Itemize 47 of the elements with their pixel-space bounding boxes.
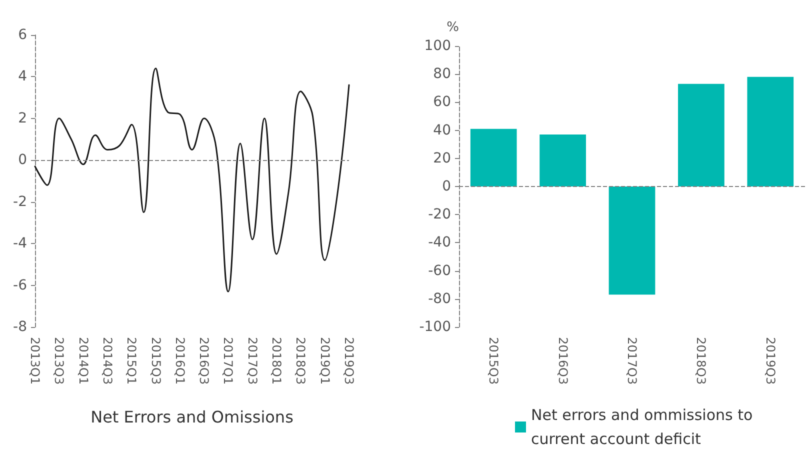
x-tick-label: 2016Q3 (556, 337, 570, 385)
bar (747, 76, 794, 186)
x-tick-label: 2019Q3 (763, 337, 778, 385)
y-tick-label: 20 (433, 150, 451, 166)
x-tick-label: 2017Q3 (245, 337, 260, 385)
y-tick-label: 0 (442, 178, 451, 194)
y-tick-label: -40 (428, 234, 451, 251)
x-tick-label: 2019Q3 (342, 337, 356, 385)
bar (608, 186, 656, 295)
x-tick-label: 2013Q3 (52, 337, 66, 385)
x-tick-label: 2018Q3 (294, 337, 308, 385)
y-tick-label: 80 (433, 66, 451, 82)
bar (678, 84, 724, 186)
x-tick-label: 2015Q3 (148, 337, 163, 385)
y-tick-label: -60 (428, 262, 451, 279)
y-tick-label: 4 (18, 68, 28, 85)
y-tick-label: 60 (433, 94, 451, 110)
x-tick-label: 2016Q3 (197, 337, 212, 385)
y-tick-label: 100 (424, 38, 451, 54)
x-tick-label: 2015Q1 (124, 337, 139, 385)
line-series (34, 68, 350, 292)
x-tick-label: 2018Q3 (694, 337, 708, 385)
y-tick-label: -80 (428, 290, 451, 307)
legend-label: Net errors and ommissions to current account deficit (531, 406, 758, 448)
x-tick-label: 2018Q1 (270, 337, 284, 385)
x-tick-label: 2017Q3 (625, 337, 639, 385)
y-tick-label: 40 (433, 122, 451, 138)
x-tick-label: 2017Q1 (221, 337, 236, 385)
y-tick-label: 6 (18, 27, 28, 43)
y-tick-label: -20 (428, 206, 451, 223)
y-tick-label: -100 (419, 319, 451, 335)
y-axis-title: % (446, 20, 459, 35)
x-tick-label: 2014Q1 (76, 337, 90, 385)
y-tick-label: 0 (18, 152, 27, 168)
x-tick-label: 2013Q1 (28, 337, 42, 385)
x-tick-label: 2014Q3 (100, 337, 114, 385)
y-tick-label: -8 (13, 319, 27, 335)
x-tick-label: 2016Q1 (172, 337, 187, 385)
bar (540, 134, 586, 186)
y-tick-label: -2 (13, 194, 27, 210)
y-tick-label: -6 (13, 277, 28, 294)
bar (470, 128, 517, 186)
x-axis-title: Net Errors and Omissions (90, 408, 294, 426)
x-tick-label: 2015Q3 (486, 337, 501, 385)
y-tick-label: -4 (13, 236, 28, 252)
x-tick-label: 2019Q1 (318, 337, 332, 385)
y-tick-label: 2 (18, 110, 27, 126)
